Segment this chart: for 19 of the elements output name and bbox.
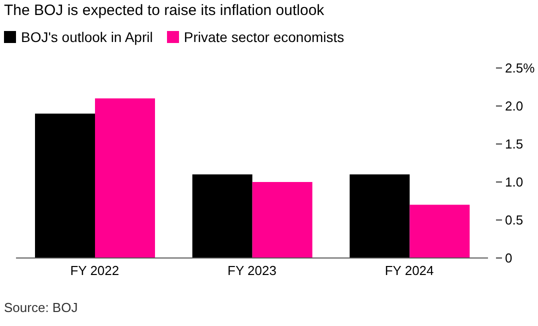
y-tick-label: 1.5 <box>505 136 524 152</box>
bar <box>95 98 155 258</box>
x-tick-label: FY 2023 <box>228 263 276 278</box>
y-tick-label: 0.5 <box>505 212 524 228</box>
x-tick-label: FY 2022 <box>70 263 120 278</box>
bar <box>350 174 410 258</box>
legend-label: Private sector economists <box>184 29 344 45</box>
y-tick-label: 1.0 <box>505 174 524 190</box>
y-tick-label: 2.0 <box>505 98 524 114</box>
chart-title: The BOJ is expected to raise its inflation outlook <box>4 2 324 19</box>
source-note: Source: BOJ <box>4 300 78 315</box>
bar <box>35 114 95 258</box>
bar <box>252 182 312 258</box>
legend-label: BOJ's outlook in April <box>21 29 153 45</box>
x-tick-label: FY 2024 <box>384 263 434 278</box>
y-tick-label: 2.5% <box>505 60 536 76</box>
bar <box>410 204 470 258</box>
bar <box>192 174 252 258</box>
y-tick-label: 0 <box>505 250 512 266</box>
